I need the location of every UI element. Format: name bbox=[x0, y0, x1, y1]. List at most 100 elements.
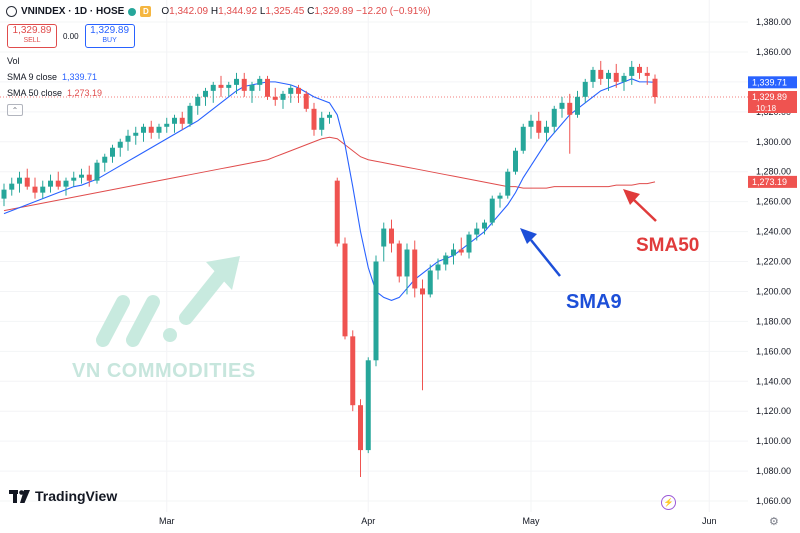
candle-body bbox=[17, 177, 22, 184]
candle-body bbox=[513, 150, 518, 172]
sma9-price-tag: 1,339.71 bbox=[748, 76, 797, 89]
candle-body bbox=[358, 405, 363, 451]
candle-body bbox=[265, 78, 270, 97]
last-price-tag: 1,329.89 10:18 bbox=[748, 91, 797, 114]
candle-body bbox=[319, 117, 325, 130]
candle bbox=[141, 123, 146, 142]
candle bbox=[435, 258, 441, 280]
candle bbox=[63, 177, 69, 196]
candle bbox=[575, 90, 580, 118]
buy-button[interactable]: 1,329.89 BUY bbox=[84, 24, 135, 48]
sma50-legend[interactable]: SMA 50 close 1,273.19 bbox=[7, 88, 102, 98]
candle-body bbox=[404, 249, 410, 277]
sell-price: 1,329.89 bbox=[12, 25, 52, 36]
sma9-legend-label: SMA 9 close bbox=[7, 72, 58, 82]
change-value: −12.20 (−0.91%) bbox=[356, 6, 431, 17]
candle-body bbox=[551, 108, 557, 127]
candle bbox=[272, 87, 278, 106]
candle bbox=[528, 114, 534, 139]
candle-body bbox=[249, 84, 255, 91]
candle-body bbox=[536, 120, 542, 133]
candle-body bbox=[9, 183, 15, 190]
candle-body bbox=[195, 96, 201, 106]
low-value: 1,325.45 bbox=[265, 6, 305, 17]
volume-indicator-legend[interactable]: Vol bbox=[7, 56, 20, 66]
candle-body bbox=[598, 69, 604, 79]
candle-body bbox=[520, 126, 526, 151]
candle-body bbox=[590, 69, 596, 82]
candle bbox=[133, 126, 139, 145]
candle bbox=[319, 111, 325, 136]
symbol-title[interactable]: VNINDEX · 1D · HOSE bbox=[21, 6, 125, 17]
sma9-annotation-arrow-shaft bbox=[530, 239, 561, 277]
candle bbox=[241, 72, 247, 97]
candle bbox=[520, 123, 526, 154]
candle bbox=[536, 111, 542, 139]
open-label: O bbox=[161, 6, 170, 17]
candle-body bbox=[567, 102, 573, 115]
candle bbox=[296, 84, 301, 103]
tradingview-logo-icon bbox=[9, 489, 30, 503]
y-tick-label: 1,380.00 bbox=[756, 17, 791, 27]
collapse-legend-button[interactable]: ⌃ bbox=[7, 104, 23, 116]
candle bbox=[551, 105, 557, 133]
tradingview-brand[interactable]: TradingView bbox=[9, 488, 117, 504]
candle-body bbox=[427, 270, 433, 295]
candle-body bbox=[257, 78, 263, 85]
candle bbox=[365, 357, 371, 454]
candle-body bbox=[350, 336, 356, 406]
candle-body bbox=[613, 72, 619, 82]
candle-body bbox=[94, 162, 100, 181]
candle bbox=[451, 243, 456, 265]
candle-body bbox=[451, 249, 456, 256]
candle bbox=[303, 90, 309, 112]
y-tick-label: 1,140.00 bbox=[756, 376, 791, 386]
candle-body bbox=[342, 243, 348, 337]
candle bbox=[381, 222, 387, 262]
sell-button[interactable]: 1,329.89 SELL bbox=[7, 24, 57, 48]
candle-body bbox=[156, 126, 162, 133]
candle-body bbox=[32, 186, 38, 193]
sma9-legend[interactable]: SMA 9 close 1,339.71 bbox=[7, 72, 97, 82]
candle-body bbox=[148, 126, 154, 133]
candle bbox=[559, 96, 565, 118]
y-tick-label: 1,360.00 bbox=[756, 47, 791, 57]
chevron-up-icon: ⌃ bbox=[11, 105, 19, 115]
open-value: 1,342.09 bbox=[169, 6, 209, 17]
gear-icon[interactable]: ⚙ bbox=[769, 516, 779, 528]
candle bbox=[156, 123, 162, 139]
candle-body bbox=[652, 78, 658, 98]
x-tick-label: Apr bbox=[361, 516, 375, 526]
candle-body bbox=[63, 180, 69, 187]
low-label: L bbox=[259, 6, 266, 17]
x-tick-label: Mar bbox=[159, 516, 175, 526]
candle bbox=[218, 75, 224, 97]
candle-body bbox=[241, 78, 247, 91]
chart-header: VNINDEX · 1D · HOSE D O1,342.09 H1,344.9… bbox=[6, 6, 431, 17]
lightning-icon[interactable]: ⚡ bbox=[661, 495, 676, 510]
candle bbox=[148, 120, 154, 139]
candle bbox=[280, 90, 286, 109]
candle-body bbox=[1, 189, 7, 199]
candle bbox=[94, 159, 100, 184]
sma9-price-tag-bg bbox=[748, 76, 797, 89]
delayed-data-badge[interactable]: D bbox=[140, 6, 152, 17]
candle-body bbox=[458, 249, 464, 253]
x-tick-label: Jun bbox=[702, 516, 717, 526]
market-status-icon[interactable] bbox=[128, 7, 137, 16]
buy-label: BUY bbox=[102, 37, 117, 44]
candle-body bbox=[79, 174, 84, 178]
candle bbox=[404, 243, 410, 295]
candle-body bbox=[117, 141, 123, 148]
candle bbox=[350, 330, 356, 412]
candle bbox=[71, 171, 77, 187]
candle-body bbox=[125, 135, 131, 142]
candle bbox=[110, 144, 115, 163]
candle bbox=[195, 93, 201, 115]
candle bbox=[613, 63, 619, 88]
candle-body bbox=[381, 228, 387, 247]
candle bbox=[489, 195, 495, 226]
price-axis[interactable]: 1,060.00 1,080.00 1,100.00 1,120.00 1,140.00… bbox=[756, 17, 791, 506]
time-axis[interactable]: Mar Apr May Jun bbox=[159, 516, 717, 526]
